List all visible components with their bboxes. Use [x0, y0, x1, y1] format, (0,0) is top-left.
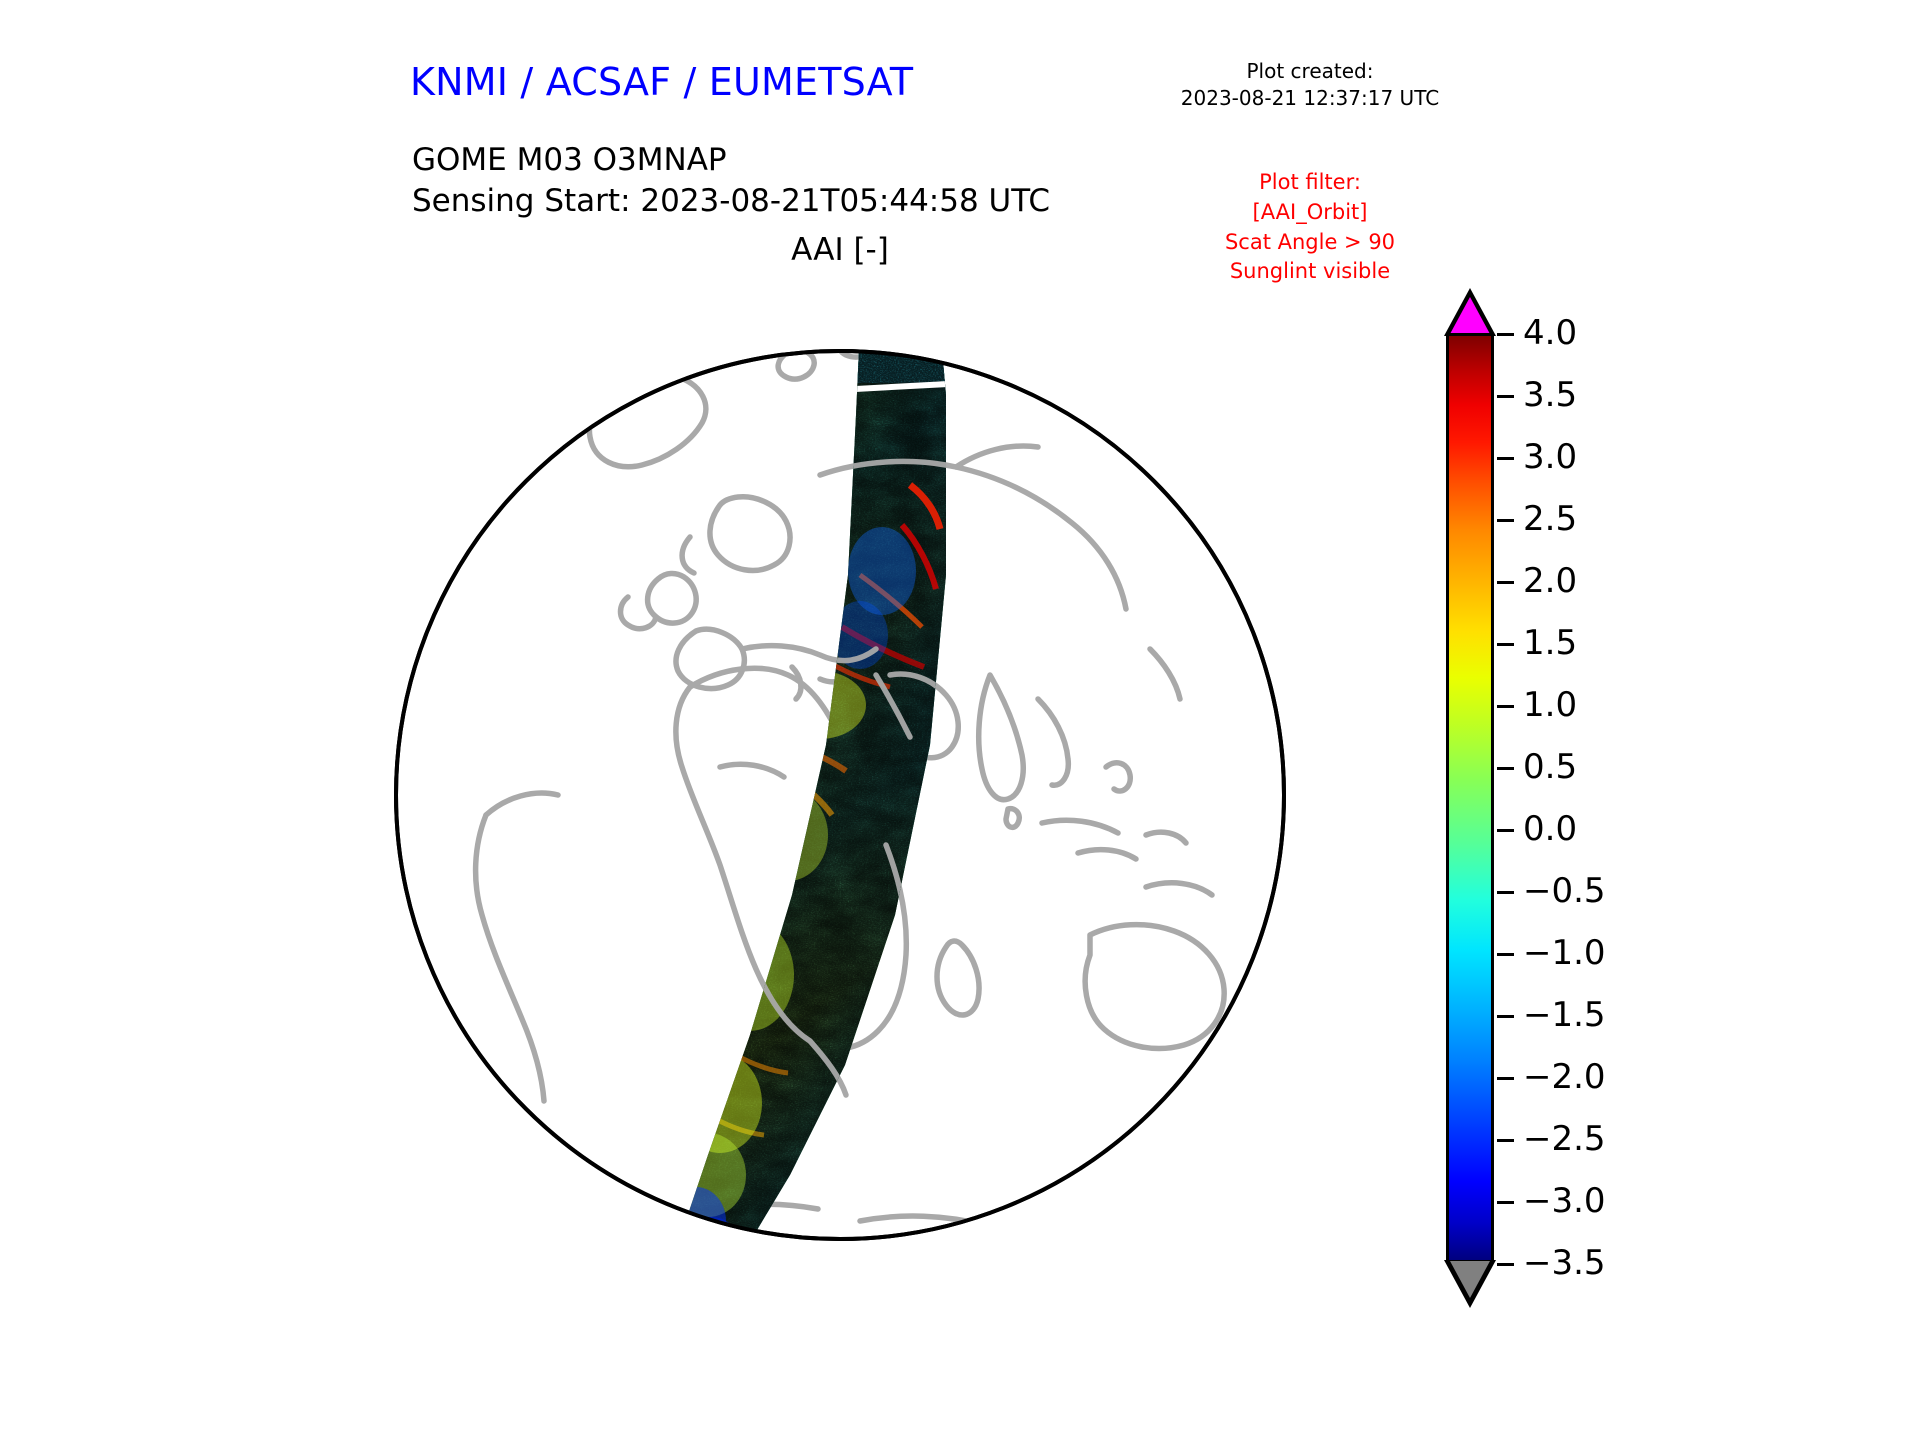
colorbar-tick	[1497, 395, 1514, 398]
product-name: GOME M03 O3MNAP	[412, 142, 727, 178]
colorbar-tick-label: −1.0	[1523, 933, 1606, 973]
colorbar-tick	[1497, 581, 1514, 584]
colorbar-over-arrow	[1450, 297, 1490, 334]
colorbar: 4.0 3.5 3.0 2.5 2.0 1.5 1.0 0.5 0.0 −0.5 −1.0 −1.5 −…	[1437, 285, 1737, 1308]
map-plot-area	[390, 275, 1290, 1315]
filter-line-0: Plot filter:	[1259, 170, 1361, 194]
plot-created-block: Plot created: 2023-08-21 12:37:17 UTC	[1110, 58, 1510, 112]
colorbar-tick	[1497, 953, 1514, 956]
colorbar-gradient	[1446, 333, 1494, 1263]
colorbar-tick-label: −3.0	[1523, 1181, 1606, 1221]
colorbar-tick-label: 2.5	[1523, 499, 1578, 539]
filter-line-2: Scat Angle > 90	[1224, 229, 1396, 254]
colorbar-tick-label: 4.0	[1523, 313, 1578, 353]
colorbar-tick-label: −2.5	[1523, 1119, 1606, 1159]
colorbar-tick	[1497, 829, 1514, 832]
colorbar-tick-label: 3.5	[1523, 375, 1578, 415]
colorbar-tick	[1497, 1139, 1514, 1142]
colorbar-tick-label: 3.0	[1523, 437, 1578, 477]
colorbar-under-arrow	[1450, 1261, 1490, 1298]
orthographic-globe	[394, 349, 1286, 1241]
colorbar-tick	[1497, 705, 1514, 708]
filter-line-3: Sunglint visible	[1229, 259, 1391, 284]
colorbar-tick	[1497, 891, 1514, 894]
colorbar-tick-label: 0.5	[1523, 747, 1578, 787]
filter-line-1: [AAI_Orbit]	[1252, 199, 1368, 224]
plot-created-label: Plot created:	[1246, 59, 1374, 83]
plot-created-timestamp: 2023-08-21 12:37:17 UTC	[1180, 86, 1440, 110]
colorbar-tick-label: −0.5	[1523, 871, 1606, 911]
colorbar-tick	[1497, 1201, 1514, 1204]
colorbar-tick	[1497, 1015, 1514, 1018]
colorbar-tick-label: 2.0	[1523, 561, 1578, 601]
colorbar-tick	[1497, 1077, 1514, 1080]
colorbar-tick	[1497, 767, 1514, 770]
colorbar-tick	[1497, 1263, 1514, 1266]
page-title: AAI [-]	[791, 232, 889, 268]
colorbar-tick-label: −1.5	[1523, 995, 1606, 1035]
colorbar-tick-label: 1.5	[1523, 623, 1578, 663]
organisation-title: KNMI / ACSAF / EUMETSAT	[410, 60, 914, 104]
colorbar-tick	[1497, 457, 1514, 460]
colorbar-tick-label: 0.0	[1523, 809, 1578, 849]
colorbar-tick	[1497, 643, 1514, 646]
product-info-block: GOME M03 O3MNAP Sensing Start: 2023-08-2…	[412, 140, 1050, 222]
colorbar-tick	[1497, 519, 1514, 522]
plot-filter-block: Plot filter: [AAI_Orbit] Scat Angle > 90…	[1110, 168, 1510, 287]
globe-rim	[394, 349, 1286, 1241]
colorbar-tick-label: −3.5	[1523, 1243, 1606, 1283]
colorbar-tick-label: 1.0	[1523, 685, 1578, 725]
colorbar-tick-label: −2.0	[1523, 1057, 1606, 1097]
sensing-start: Sensing Start: 2023-08-21T05:44:58 UTC	[412, 183, 1050, 220]
colorbar-tick	[1497, 333, 1514, 336]
